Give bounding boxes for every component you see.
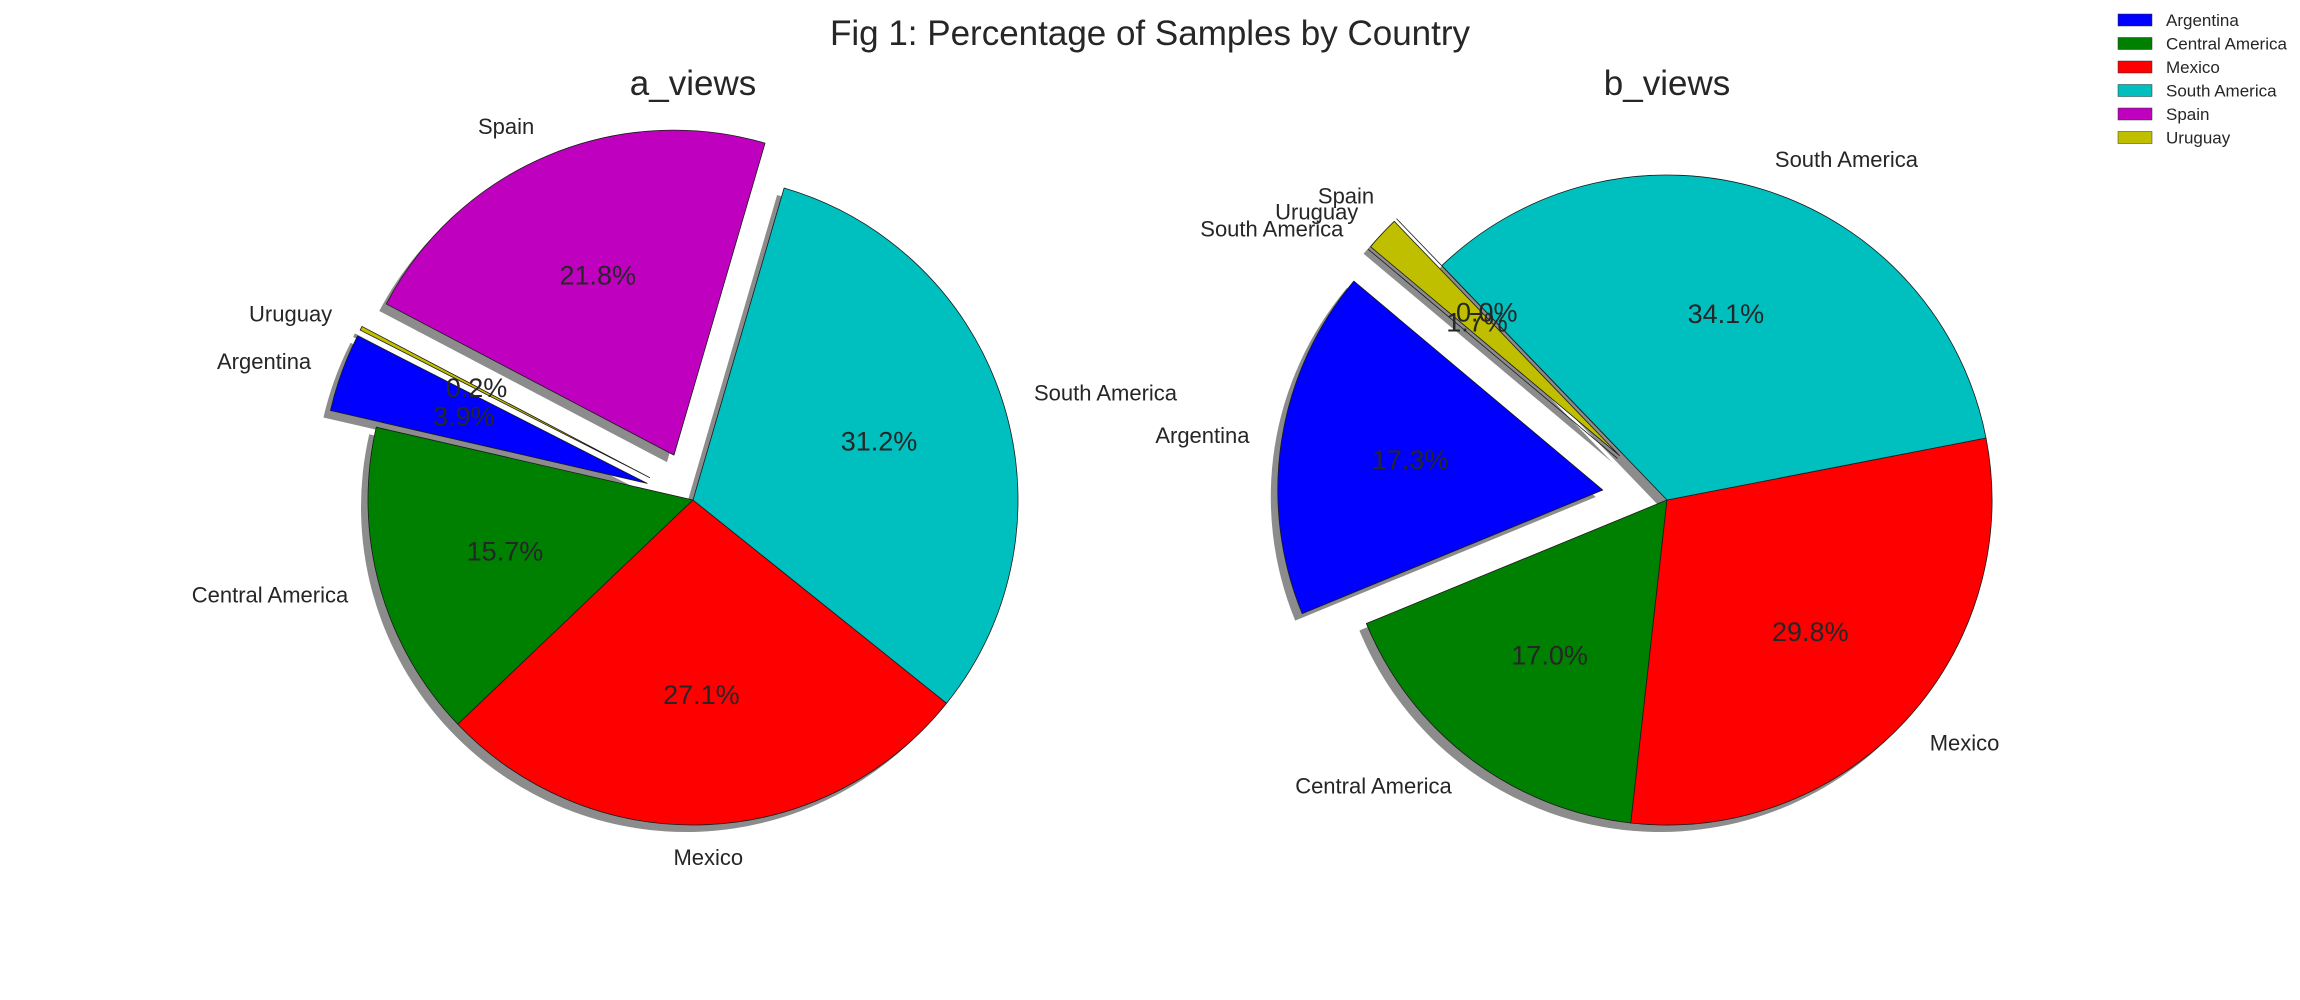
legend-label: Central America — [2166, 35, 2287, 54]
figure-title: Fig 1: Percentage of Samples by Country — [830, 14, 1471, 53]
legend-label: Mexico — [2166, 58, 2220, 77]
legend-swatch — [2117, 37, 2153, 50]
legend-item-uruguay: Uruguay — [2117, 129, 2231, 148]
slice-percent-central-america: 15.7% — [467, 537, 544, 567]
pie-chart-b-views: b_views Argentina 17.3% Central America 17.0… — [1155, 64, 1999, 833]
slice-label-mexico: Mexico — [1930, 730, 2000, 755]
legend-swatch — [2117, 13, 2153, 27]
slice-percent-spain: 0.0% — [1456, 298, 1518, 328]
pie-slice-central-america — [1366, 499, 1668, 824]
slice-label-spain: Spain — [478, 114, 534, 139]
slice-label-argentina: Argentina — [1155, 423, 1250, 448]
pie-slice-central-america — [367, 426, 694, 725]
pie-slice-mexico — [457, 499, 947, 826]
slice-label-central-america: Central America — [1295, 773, 1452, 798]
slice-label-spain: Spain — [1318, 183, 1374, 208]
slice-label-south-america: South America — [1775, 147, 1919, 172]
legend-swatch — [2117, 107, 2153, 121]
pie-wedges — [330, 129, 1019, 826]
pie-slice-spain — [385, 129, 766, 456]
slice-percent-mexico: 29.8% — [1772, 617, 1849, 647]
legend-swatch — [2117, 131, 2153, 144]
pie-wedges — [1277, 174, 1993, 826]
slice-label-uruguay: Uruguay — [249, 301, 332, 326]
slice-percent-argentina: 17.3% — [1372, 445, 1449, 475]
legend-label: Argentina — [2166, 11, 2239, 30]
slice-percent-south-america: 31.2% — [841, 426, 918, 456]
legend: Argentina Central America Mexico South Amer… — [2117, 11, 2287, 148]
legend-item-spain: Spain — [2117, 105, 2209, 124]
pie-labels: Argentina 3.9% Central America 15.7% Mexico 2… — [192, 114, 1178, 870]
slice-percent-central-america: 17.0% — [1511, 641, 1588, 671]
pie-slice-argentina — [330, 335, 648, 484]
pie-slice-mexico — [1630, 437, 1993, 826]
legend-item-central-america: Central America — [2117, 35, 2287, 54]
legend-label: Spain — [2166, 105, 2209, 124]
pie-slice-spain — [1396, 218, 1623, 454]
pie-labels: Argentina 17.3% Central America 17.0% Mexico… — [1155, 147, 1999, 798]
slice-percent-south-america: 34.1% — [1688, 299, 1765, 329]
pie-slice-argentina — [1277, 280, 1604, 614]
pie-slice-uruguay — [359, 326, 651, 478]
slice-label-uruguay: Uruguay — [1275, 200, 1358, 225]
pie-slice-south-america — [1367, 248, 1618, 459]
chart-title: a_views — [630, 64, 756, 103]
pie-slice-south-america — [692, 187, 1019, 704]
chart-title: b_views — [1604, 64, 1730, 103]
slice-percent-spain: 21.8% — [559, 261, 636, 291]
slice-percent-argentina: 3.9% — [433, 402, 495, 432]
slice-percent-uruguay: 1.7% — [1446, 307, 1508, 337]
slice-percent-mexico: 27.1% — [663, 680, 740, 710]
slice-label-argentina: Argentina — [217, 349, 312, 374]
slice-label-south-america: South America — [1200, 216, 1344, 241]
legend-item-mexico: Mexico — [2117, 58, 2220, 77]
pie-chart-a-views: a_views Argentina 3.9% Central America 15.7%… — [192, 64, 1178, 870]
legend-item-argentina: Argentina — [2117, 11, 2239, 30]
legend-item-south-america: South America — [2117, 82, 2277, 101]
legend-swatch — [2117, 84, 2153, 97]
legend-swatch — [2117, 60, 2153, 74]
legend-label: Uruguay — [2166, 129, 2231, 148]
slice-label-south-america: South America — [1034, 380, 1178, 405]
pie-slice-south-america — [1441, 174, 1987, 501]
legend-label: South America — [2166, 82, 2277, 101]
slice-label-mexico: Mexico — [673, 845, 743, 870]
slice-label-central-america: Central America — [192, 583, 349, 608]
pie-slice-uruguay — [1370, 220, 1620, 457]
slice-percent-uruguay: 0.2% — [446, 373, 508, 403]
